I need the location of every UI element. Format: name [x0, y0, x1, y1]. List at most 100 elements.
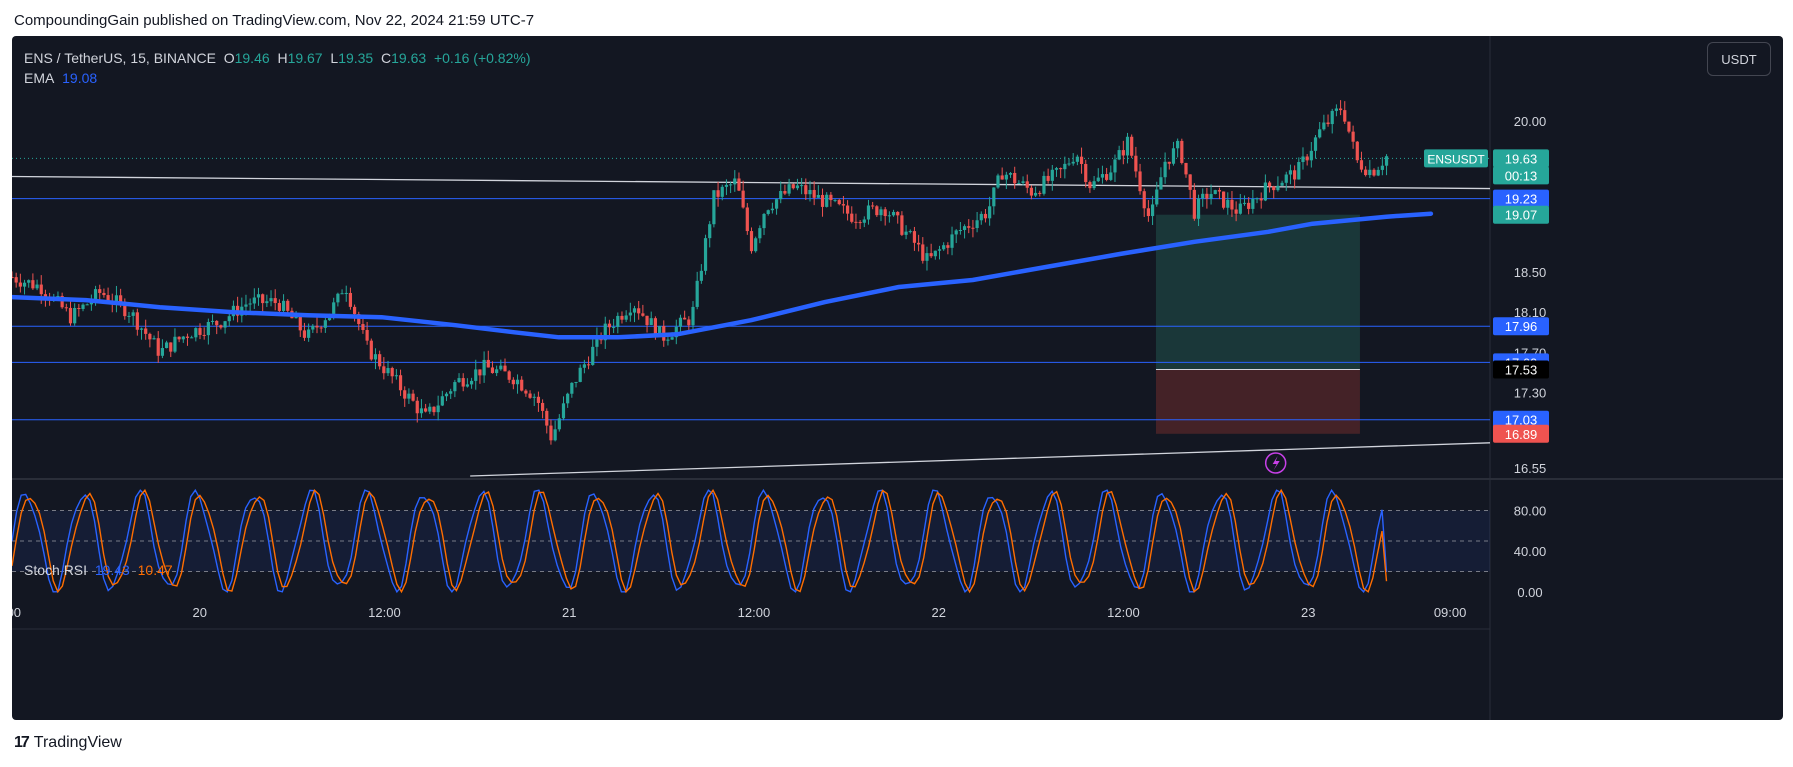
candle-body	[336, 293, 340, 303]
candle-body	[35, 284, 39, 289]
currency-button[interactable]: USDT	[1707, 42, 1771, 76]
candle-body	[490, 367, 495, 374]
candle-body	[1180, 140, 1184, 163]
candle-body	[1100, 174, 1105, 178]
stoch-k-line	[12, 488, 1388, 594]
chart-frame[interactable]: 20.00 18.50 18.10 17.70 17.30 16.55 ENSUSDT 19.…	[12, 36, 1783, 720]
candle-body	[933, 250, 937, 257]
candle-body	[453, 382, 457, 392]
candle-body	[524, 390, 528, 394]
candle-body	[31, 280, 35, 289]
candle-body	[252, 297, 256, 304]
price-tick-label: 18.10	[1514, 305, 1547, 320]
candle-body	[1033, 192, 1038, 196]
candle-body	[323, 320, 327, 328]
price-label-bg	[1493, 410, 1549, 429]
symbol-price-tag: ENSUSDT	[1424, 149, 1488, 168]
time-tick-label: 23	[1301, 605, 1315, 620]
candle-body	[332, 302, 336, 314]
stoch-tick-label: 40.00	[1514, 544, 1547, 559]
price-axis-label: 19.23	[1493, 189, 1549, 208]
candle-body	[106, 295, 110, 302]
candle-body	[1088, 182, 1092, 189]
stoch-label[interactable]: Stoch RSI	[24, 562, 88, 578]
candle-body	[917, 242, 921, 245]
candle-body	[444, 393, 449, 397]
candle-body	[1351, 131, 1355, 142]
candle-body	[729, 184, 733, 186]
candle-body	[415, 400, 419, 414]
candle-body	[1046, 175, 1050, 181]
time-tick-label: 20	[192, 605, 206, 620]
candle-body	[18, 282, 22, 287]
candle-body	[929, 253, 933, 257]
candle-body	[1184, 162, 1188, 175]
candle-body	[43, 294, 48, 298]
symbol-label[interactable]: ENS / TetherUS, 15, BINANCE	[24, 50, 216, 66]
candle-body	[858, 222, 862, 224]
candle-body	[119, 295, 123, 302]
candle-body	[649, 318, 653, 326]
candle-body	[1288, 170, 1293, 175]
candle-body	[988, 206, 992, 219]
ema-label[interactable]: EMA	[24, 70, 55, 86]
candle-body	[1376, 169, 1380, 176]
change-value: +0.16 (+0.82%)	[433, 50, 531, 66]
candle-body	[1092, 181, 1096, 189]
candle-body	[319, 327, 323, 329]
time-tick-label: 09:00	[1434, 605, 1467, 620]
time-tick-label: 12:00	[738, 605, 771, 620]
candle-body	[1025, 181, 1029, 188]
candle-body	[816, 194, 820, 198]
candle-body	[56, 295, 60, 297]
candle-body	[22, 282, 27, 287]
candle-body	[382, 366, 386, 374]
ema-line	[12, 211, 1434, 340]
candle-body	[942, 245, 946, 250]
candle-body	[825, 194, 829, 207]
time-tick-label: 12:00	[1107, 605, 1140, 620]
open-label: O	[223, 50, 235, 66]
candle-body	[820, 194, 825, 207]
candle-body	[582, 364, 586, 368]
alert-bolt	[1272, 456, 1280, 470]
candle-body	[1117, 150, 1121, 160]
candle-body	[1322, 122, 1326, 130]
candle-body	[357, 314, 361, 325]
candle-body	[173, 336, 177, 352]
candle-body	[1338, 108, 1343, 111]
candle-body	[532, 396, 536, 398]
candle-body	[850, 213, 854, 222]
candle-body	[904, 231, 908, 235]
candle-body	[770, 208, 774, 211]
candle-body	[27, 280, 31, 283]
candle-body	[352, 306, 357, 315]
candle-body	[499, 365, 503, 370]
price-label-text: 19.07	[1505, 208, 1538, 223]
candle-body	[967, 226, 971, 228]
price-label-text: 00:13	[1505, 168, 1538, 183]
candle-body	[950, 234, 954, 248]
candle-body	[1054, 168, 1059, 170]
candle-body	[779, 191, 783, 200]
candle-body	[586, 364, 591, 366]
candle-body	[1138, 171, 1142, 192]
candle-body	[14, 277, 18, 283]
candle-body	[620, 315, 624, 320]
candle-body	[720, 186, 724, 197]
time-tick-label: :00	[12, 605, 21, 620]
tradingview-logo[interactable]: 17 TradingView	[14, 734, 122, 752]
candle-body	[1247, 202, 1251, 209]
candle-body	[1171, 148, 1176, 164]
tradingview-mark-icon: 17	[14, 734, 30, 751]
candle-body	[1188, 174, 1192, 190]
candle-body	[758, 228, 762, 239]
candle-body	[879, 209, 883, 216]
candle-body	[1008, 172, 1013, 175]
candle-body	[946, 245, 950, 248]
candle-body	[708, 224, 712, 239]
candle-body	[595, 335, 599, 347]
candle-body	[449, 391, 453, 394]
candle-body	[344, 292, 348, 294]
